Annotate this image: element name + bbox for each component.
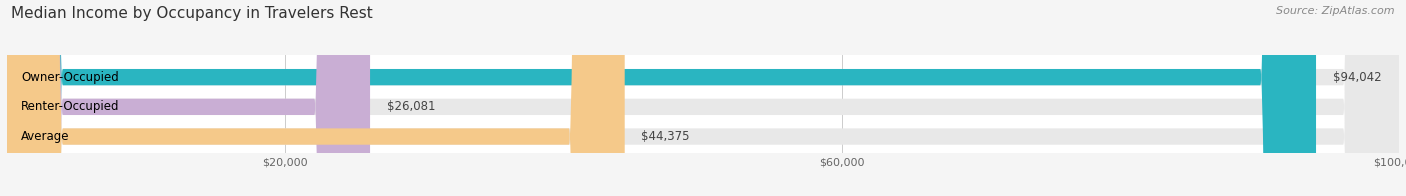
Text: $94,042: $94,042	[1333, 71, 1381, 84]
FancyBboxPatch shape	[7, 0, 1399, 196]
Text: Source: ZipAtlas.com: Source: ZipAtlas.com	[1277, 6, 1395, 16]
Text: Renter-Occupied: Renter-Occupied	[21, 100, 120, 113]
FancyBboxPatch shape	[7, 0, 624, 196]
Text: $44,375: $44,375	[641, 130, 690, 143]
Text: $26,081: $26,081	[387, 100, 436, 113]
FancyBboxPatch shape	[7, 0, 370, 196]
FancyBboxPatch shape	[7, 0, 1399, 196]
Text: Owner-Occupied: Owner-Occupied	[21, 71, 118, 84]
FancyBboxPatch shape	[7, 0, 1399, 196]
FancyBboxPatch shape	[7, 0, 1316, 196]
Text: Median Income by Occupancy in Travelers Rest: Median Income by Occupancy in Travelers …	[11, 6, 373, 21]
Text: Average: Average	[21, 130, 69, 143]
